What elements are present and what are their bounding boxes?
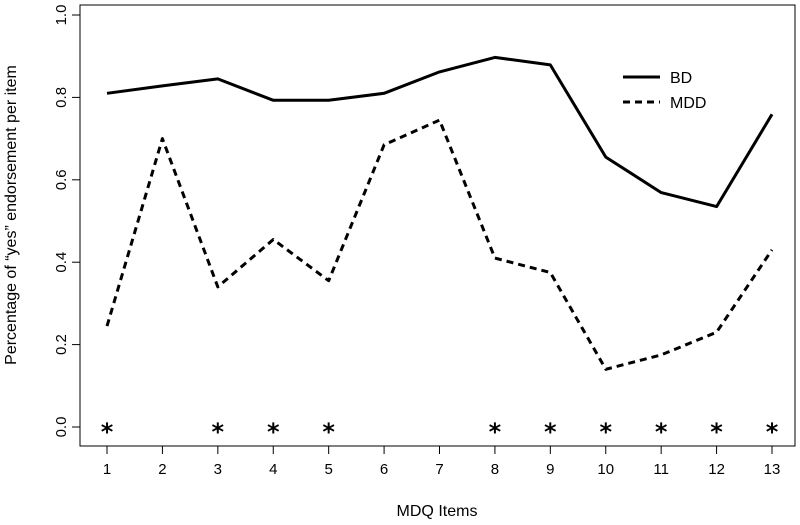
x-tick-label: 5 — [324, 461, 332, 478]
x-tick-label: 8 — [491, 461, 499, 478]
significance-star: * — [489, 418, 502, 446]
y-tick-label: 0.0 — [53, 417, 70, 438]
significance-star: * — [322, 418, 335, 446]
x-tick-label: 12 — [708, 461, 725, 478]
y-tick-label: 0.8 — [53, 87, 70, 108]
x-tick-label: 7 — [435, 461, 443, 478]
x-tick-label: 6 — [380, 461, 388, 478]
y-axis: 0.0 0.2 0.4 0.6 0.8 1.0 — [53, 5, 80, 438]
x-axis: 1 2 3 4 5 6 7 8 9 10 11 12 13 — [103, 446, 781, 478]
x-tick-label: 9 — [546, 461, 554, 478]
significance-star: * — [212, 418, 225, 446]
y-tick-label: 1.0 — [53, 5, 70, 26]
legend-label-bd: BD — [670, 70, 692, 87]
significance-star: * — [544, 418, 557, 446]
x-tick-label: 13 — [764, 461, 781, 478]
y-tick-label: 0.6 — [53, 169, 70, 190]
y-tick-label: 0.4 — [53, 252, 70, 273]
y-axis-title: Percentage of “yes” endorsement per item — [3, 65, 20, 365]
series-line-bd — [106, 55, 774, 209]
y-tick-label: 0.2 — [53, 334, 70, 355]
significance-markers: * * * * * * * * * * — [101, 418, 779, 446]
series-layer — [105, 55, 774, 371]
plot-frame — [79, 4, 796, 447]
x-axis-title: MDQ Items — [397, 503, 478, 520]
x-tick-label: 4 — [269, 461, 277, 478]
legend: BD MDD — [623, 70, 706, 112]
x-tick-label: 3 — [214, 461, 222, 478]
x-tick-label: 11 — [653, 461, 669, 478]
significance-star: * — [267, 418, 280, 446]
series-line-mdd — [105, 118, 774, 371]
x-tick-label: 1 — [103, 461, 111, 478]
x-tick-label: 2 — [158, 461, 166, 478]
significance-star: * — [766, 418, 779, 446]
significance-star: * — [710, 418, 723, 446]
x-tick-label: 10 — [597, 461, 614, 478]
significance-star: * — [101, 418, 114, 446]
significance-star: * — [655, 418, 668, 446]
legend-label-mdd: MDD — [670, 95, 706, 112]
significance-star: * — [599, 418, 612, 446]
